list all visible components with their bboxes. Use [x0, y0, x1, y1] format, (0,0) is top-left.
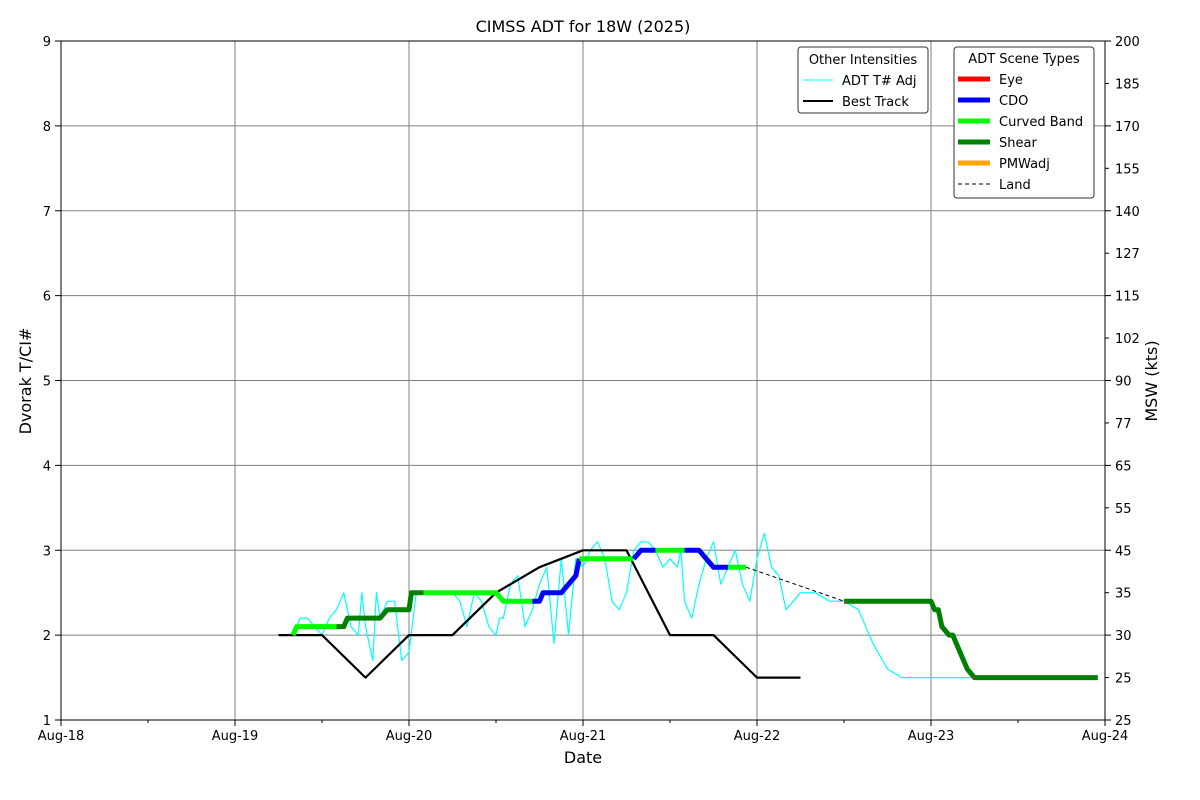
- legend-label-cdo: CDO: [999, 94, 1028, 109]
- legend-box: [797, 46, 929, 114]
- legend-title: ADT Scene Types: [968, 52, 1080, 67]
- legend-title: Other Intensities: [809, 53, 918, 68]
- y2-tick-label: 30: [1115, 629, 1132, 644]
- y-tick-label: 7: [43, 205, 51, 220]
- y2-minor-tick-label: 77: [1115, 417, 1132, 432]
- chart-title: CIMSS ADT for 18W (2025): [476, 17, 691, 36]
- series-best-track: [278, 549, 801, 679]
- y-tick-label: 1: [43, 714, 51, 729]
- y2-minor-tick-label: 185: [1115, 77, 1140, 92]
- legend-label-curved-band: Curved Band: [999, 115, 1083, 130]
- x-tick-label: Aug-21: [560, 729, 607, 744]
- legend-label-shear: Shear: [999, 136, 1037, 151]
- y-tick-label: 2: [43, 629, 51, 644]
- scene-segment-cdo: [532, 558, 582, 604]
- y2-tick-label: 170: [1115, 120, 1140, 135]
- legend-label-pmwadj: PMWadj: [999, 157, 1050, 172]
- legend-label-adt: ADT T# Adj: [842, 74, 916, 89]
- scene-segment-cdo: [684, 547, 728, 570]
- y2-tick-label: 25: [1115, 714, 1132, 729]
- y-tick-label: 8: [43, 120, 51, 135]
- y2-minor-tick-label: 102: [1115, 332, 1140, 347]
- scene-segment-curved-band: [423, 590, 533, 604]
- x-tick-label: Aug-23: [908, 729, 955, 744]
- x-tick-label: Aug-19: [212, 729, 259, 744]
- scene-segment-shear: [336, 590, 424, 630]
- y2-tick-label: 45: [1115, 544, 1132, 559]
- x-tick-label: Aug-22: [734, 729, 781, 744]
- y2-minor-tick-label: 35: [1115, 587, 1132, 602]
- y2-tick-label: 65: [1115, 459, 1132, 474]
- grid-lines: [61, 41, 1105, 720]
- legend-other-intensities: Other Intensities ADT T# Adj Best Track: [797, 46, 929, 114]
- x-tick-label: Aug-18: [38, 729, 85, 744]
- y-tick-label: 5: [43, 375, 51, 390]
- y2-tick-label: 140: [1115, 205, 1140, 220]
- y-tick-label: 4: [43, 459, 51, 474]
- y2-minor-tick-label: 55: [1115, 502, 1132, 517]
- y2-tick-label: 90: [1115, 375, 1132, 390]
- x-tick-label: Aug-24: [1082, 729, 1129, 744]
- legend-scene-types: ADT Scene Types Eye CDO Curved Band Shea…: [953, 46, 1095, 199]
- scene-segment-land: [745, 566, 845, 602]
- scene-segment-shear: [844, 598, 1098, 681]
- scene-segment-curved-band: [290, 624, 337, 637]
- plot-area: [278, 532, 1098, 681]
- legend-label-land: Land: [999, 178, 1031, 193]
- y2-tick-label: 200: [1115, 35, 1140, 50]
- y2-axis-label: MSW (kts): [1142, 340, 1161, 421]
- y-tick-label: 3: [43, 544, 51, 559]
- x-axis-label: Date: [564, 748, 602, 767]
- x-tick-label: Aug-20: [386, 729, 433, 744]
- scene-segment-cdo: [631, 547, 656, 561]
- y2-minor-tick-label: 127: [1115, 247, 1140, 262]
- y2-minor-tick-label: 25: [1115, 672, 1132, 687]
- axes: Aug-18 Aug-19 Aug-20 Aug-21 Aug-22 Aug-23 Aug-…: [38, 35, 1140, 744]
- legend-box: [953, 46, 1095, 199]
- y-tick-label: 6: [43, 290, 51, 305]
- y2-minor-tick-label: 155: [1115, 162, 1140, 177]
- y2-tick-label: 115: [1115, 290, 1140, 305]
- legend-label-eye: Eye: [999, 73, 1023, 88]
- legend-label-best-track: Best Track: [842, 95, 909, 110]
- y-axis-label: Dvorak T/CI#: [16, 328, 35, 435]
- y-tick-label: 9: [43, 35, 51, 50]
